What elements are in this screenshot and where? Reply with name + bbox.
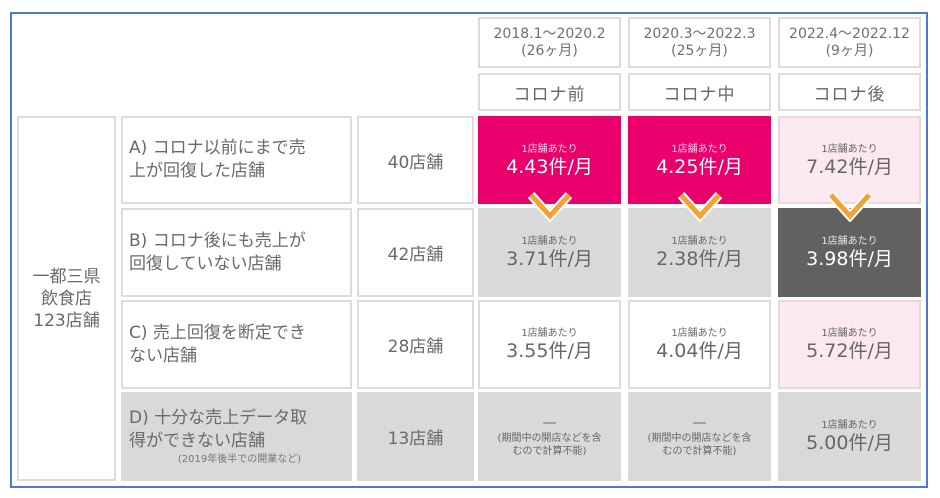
- phase-header-during: コロナ中: [628, 73, 771, 111]
- count-c: 28店舗: [357, 300, 474, 389]
- value-a-pre: 1店舗あたり 4.43件/月: [478, 116, 621, 204]
- period-header-during: 2020.3〜2022.3 (25ヶ月): [628, 17, 771, 68]
- value-c-post: 1店舗あたり 5.72件/月: [778, 300, 921, 389]
- category-b: B) コロナ後にも売上が 回復していない店舗: [121, 208, 352, 297]
- count-a: 40店舗: [357, 116, 474, 204]
- value-d-post: 1店舗あたり 5.00件/月: [778, 392, 921, 481]
- category-d: D) 十分な売上データ取 得ができない店舗 (2019年後半での開業など): [121, 392, 352, 481]
- value-d-pre: — (期間中の開店などを含 むので計算不能): [478, 392, 621, 481]
- group-label: 一都三県 飲食店 123店舗: [17, 116, 116, 481]
- period-header-post: 2022.4〜2022.12 (9ヶ月): [778, 17, 921, 68]
- chevron-down-icon: [678, 192, 722, 222]
- value-a-during: 1店舗あたり 4.25件/月: [628, 116, 771, 204]
- count-d: 13店舗: [357, 392, 474, 481]
- phase-header-pre: コロナ前: [478, 73, 621, 111]
- value-c-during: 1店舗あたり 4.04件/月: [628, 300, 771, 389]
- chevron-down-icon: [828, 192, 872, 222]
- value-c-pre: 1店舗あたり 3.55件/月: [478, 300, 621, 389]
- value-a-post: 1店舗あたり 7.42件/月: [778, 116, 921, 204]
- chevron-down-icon: [528, 192, 572, 222]
- value-d-during: — (期間中の開店などを含 むので計算不能): [628, 392, 771, 481]
- value-b-post: 1店舗あたり 3.98件/月: [778, 208, 921, 297]
- phase-header-post: コロナ後: [778, 73, 921, 111]
- category-a: A) コロナ以前にまで売 上が回復した店舗: [121, 116, 352, 204]
- period-header-pre: 2018.1〜2020.2 (26ヶ月): [478, 17, 621, 68]
- count-b: 42店舗: [357, 208, 474, 297]
- value-b-during: 1店舗あたり 2.38件/月: [628, 208, 771, 297]
- table-frame: [10, 12, 928, 488]
- category-c: C) 売上回復を断定でき ない店舗: [121, 300, 352, 389]
